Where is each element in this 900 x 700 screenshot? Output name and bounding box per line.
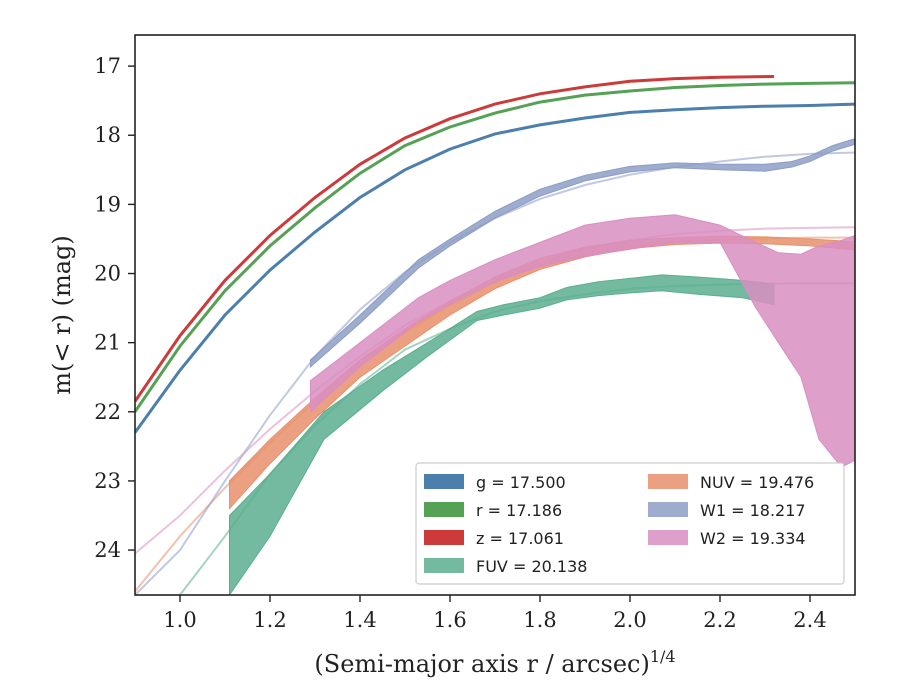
legend-label-z: z = 17.061	[476, 529, 564, 548]
x-tick-label: 1.8	[523, 608, 556, 632]
legend-swatch-nuv	[648, 474, 688, 489]
y-tick-label: 24	[94, 538, 121, 562]
y-tick-label: 21	[94, 331, 121, 355]
plot-frame	[134, 34, 856, 596]
x-axis-label-superscript: 1/4	[650, 647, 676, 666]
legend-label-w1: W1 = 18.217	[700, 501, 806, 520]
data-bands	[229, 138, 855, 595]
legend-label-nuv: NUV = 19.476	[700, 473, 814, 492]
legend: g = 17.500 r = 17.186 z = 17.061 FUV = 20.1…	[415, 462, 845, 585]
line-z	[135, 75, 775, 403]
legend-label-w2: W2 = 19.334	[700, 529, 806, 548]
x-axis-label: (Semi-major axis r / arcsec)1/4	[314, 647, 675, 678]
x-tick-label: 1.2	[253, 608, 286, 632]
legend-swatch-z	[424, 530, 464, 545]
legend-swatch-w1	[648, 502, 688, 517]
line-r	[135, 81, 855, 413]
x-tick-label: 1.4	[343, 608, 376, 632]
band-w1	[310, 138, 855, 369]
band-w2	[310, 214, 855, 468]
legend-label-fuv: FUV = 20.138	[476, 557, 587, 576]
legend-swatch-r	[424, 502, 464, 517]
legend-label-g: g = 17.500	[476, 473, 566, 492]
y-tick-label: 20	[94, 262, 121, 286]
x-tick-label: 2.2	[703, 608, 736, 632]
legend-swatch-w2	[648, 530, 688, 545]
x-tick-label: 2.4	[793, 608, 826, 632]
y-tick-label: 19	[94, 192, 121, 216]
legend-swatch-g	[424, 474, 464, 489]
legend-swatch-fuv	[424, 558, 464, 573]
line-g	[135, 102, 855, 434]
x-axis: 1.0 1.2 1.4 1.6 1.8 2.0 2.2 2.4	[163, 595, 827, 632]
y-axis-label: m(< r) (mag)	[48, 235, 76, 394]
x-tick-label: 1.6	[433, 608, 466, 632]
y-axis: 17 18 19 20 21 22 23 24	[94, 54, 135, 562]
legend-label-r: r = 17.186	[476, 501, 562, 520]
x-tick-label: 2.0	[613, 608, 646, 632]
y-tick-label: 23	[94, 469, 121, 493]
y-tick-label: 17	[94, 54, 121, 78]
legend-box	[415, 462, 845, 585]
data-lines	[135, 75, 855, 434]
x-tick-label: 1.0	[163, 608, 196, 632]
y-tick-label: 22	[94, 400, 121, 424]
y-tick-label: 18	[94, 123, 121, 147]
